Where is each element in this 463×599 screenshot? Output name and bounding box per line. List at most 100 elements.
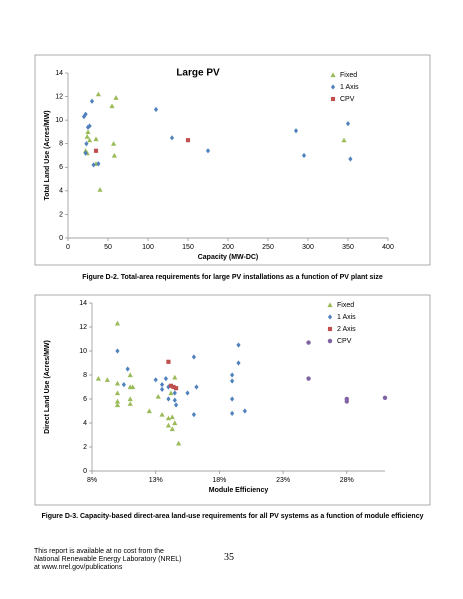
point (230, 410, 235, 416)
point (104, 377, 110, 382)
point (301, 152, 307, 159)
point (153, 106, 159, 113)
y-axis-label: Total Land Use (Acres/MW) (44, 110, 51, 200)
point (96, 161, 101, 167)
point (159, 412, 165, 417)
point (185, 138, 191, 143)
point (236, 360, 241, 366)
point (242, 408, 247, 414)
x-tick-label: 250 (262, 244, 274, 251)
point (155, 394, 161, 399)
point (172, 397, 177, 403)
point (348, 156, 353, 162)
point (344, 399, 349, 404)
point (163, 376, 168, 382)
point (165, 422, 172, 428)
point (172, 390, 177, 396)
point (130, 384, 136, 390)
point (165, 415, 172, 421)
x-tick-label: 8% (87, 477, 97, 484)
point (382, 395, 388, 401)
point (168, 390, 174, 396)
point (230, 372, 235, 378)
point (127, 401, 133, 406)
legend-marker (330, 84, 336, 90)
chart-frame (34, 54, 431, 266)
point (93, 136, 99, 142)
point (191, 354, 196, 360)
x-tick-label: 200 (222, 244, 234, 251)
point (127, 396, 133, 402)
point (172, 420, 178, 426)
point (109, 103, 115, 109)
point (84, 134, 90, 139)
point (230, 378, 235, 384)
point (115, 348, 120, 354)
point (125, 366, 130, 372)
legend-label: Fixed (337, 302, 354, 309)
point (191, 412, 196, 418)
point (159, 382, 165, 388)
y-tick-label: 0 (59, 235, 63, 242)
x-tick-label: 0 (66, 244, 70, 251)
point (159, 386, 165, 392)
legend-label: 1 Axis (340, 84, 359, 91)
point (83, 150, 88, 156)
point (83, 111, 88, 117)
point (205, 148, 211, 154)
legend-marker (327, 314, 333, 320)
legend-marker (330, 72, 336, 78)
point (168, 383, 174, 388)
x-tick-label: 50 (104, 244, 112, 251)
point (306, 340, 311, 345)
point (153, 377, 158, 383)
point (169, 426, 175, 432)
y-tick-label: 14 (79, 300, 87, 307)
y-tick-label: 6 (83, 396, 87, 403)
footer-line: National Renewable Energy Laboratory (NR… (34, 556, 182, 563)
point (230, 396, 235, 402)
point (127, 372, 133, 378)
x-axis-label: Module Efficiency (209, 487, 269, 494)
y-tick-label: 8 (59, 141, 63, 148)
y-tick-label: 2 (83, 444, 87, 451)
point (114, 390, 121, 396)
y-tick-label: 10 (55, 117, 63, 124)
point (114, 402, 121, 408)
chart-frame (34, 294, 431, 506)
x-tick-label: 28% (340, 477, 354, 484)
y-tick-label: 12 (55, 93, 63, 100)
legend-marker (330, 96, 336, 102)
point (111, 141, 117, 146)
legend-label: 1 Axis (337, 314, 356, 321)
x-tick-label: 13% (149, 477, 163, 484)
point (93, 148, 99, 153)
point (306, 376, 311, 381)
x-tick-label: 150 (182, 244, 194, 251)
y-tick-label: 0 (83, 468, 87, 475)
y-tick-label: 8 (83, 372, 87, 379)
point (171, 384, 176, 390)
point (172, 374, 178, 380)
point (169, 135, 175, 141)
point (91, 162, 96, 168)
x-axis-label: Capacity (MW-DC) (198, 254, 259, 261)
legend-label: 2 Axis (337, 326, 356, 333)
x-tick-label: 23% (276, 477, 290, 484)
point (345, 121, 351, 127)
footer-line: at www.nrel.gov/publications (34, 564, 123, 571)
point (121, 382, 126, 388)
y-tick-label: 2 (59, 211, 63, 218)
y-tick-label: 14 (55, 70, 63, 77)
point (166, 396, 171, 402)
chart-title: Large PV (176, 68, 220, 79)
point (173, 402, 179, 408)
point (185, 390, 190, 396)
footer-line: This report is available at no cost from… (34, 548, 164, 555)
legend-marker (327, 338, 333, 344)
x-tick-label: 350 (342, 244, 354, 251)
point (114, 320, 121, 326)
caption: Figure D-3. Capacity-based direct-area l… (41, 513, 424, 520)
